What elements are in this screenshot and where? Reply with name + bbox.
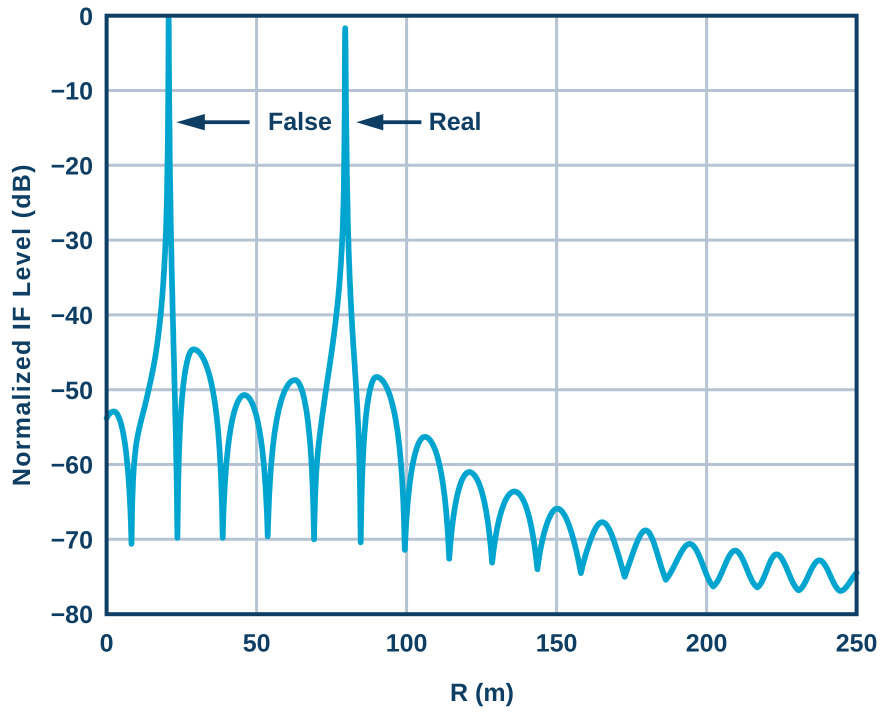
svg-text:−20: −20 xyxy=(51,152,93,180)
svg-text:False: False xyxy=(268,108,332,136)
svg-text:−40: −40 xyxy=(51,302,93,330)
svg-text:100: 100 xyxy=(386,630,428,658)
svg-text:−50: −50 xyxy=(51,377,93,405)
svg-text:0: 0 xyxy=(100,630,114,658)
svg-text:Normalized IF Level (dB): Normalized IF Level (dB) xyxy=(8,163,36,486)
svg-text:−70: −70 xyxy=(51,526,93,554)
svg-text:R (m): R (m) xyxy=(450,679,514,707)
svg-text:200: 200 xyxy=(686,630,728,658)
svg-text:−30: −30 xyxy=(51,227,93,255)
svg-text:−60: −60 xyxy=(51,452,93,480)
svg-text:250: 250 xyxy=(836,630,878,658)
svg-text:−10: −10 xyxy=(51,78,93,106)
svg-text:0: 0 xyxy=(79,3,93,31)
svg-text:Real: Real xyxy=(429,108,482,136)
svg-text:150: 150 xyxy=(536,630,578,658)
svg-text:50: 50 xyxy=(243,630,271,658)
svg-text:−80: −80 xyxy=(51,601,93,629)
